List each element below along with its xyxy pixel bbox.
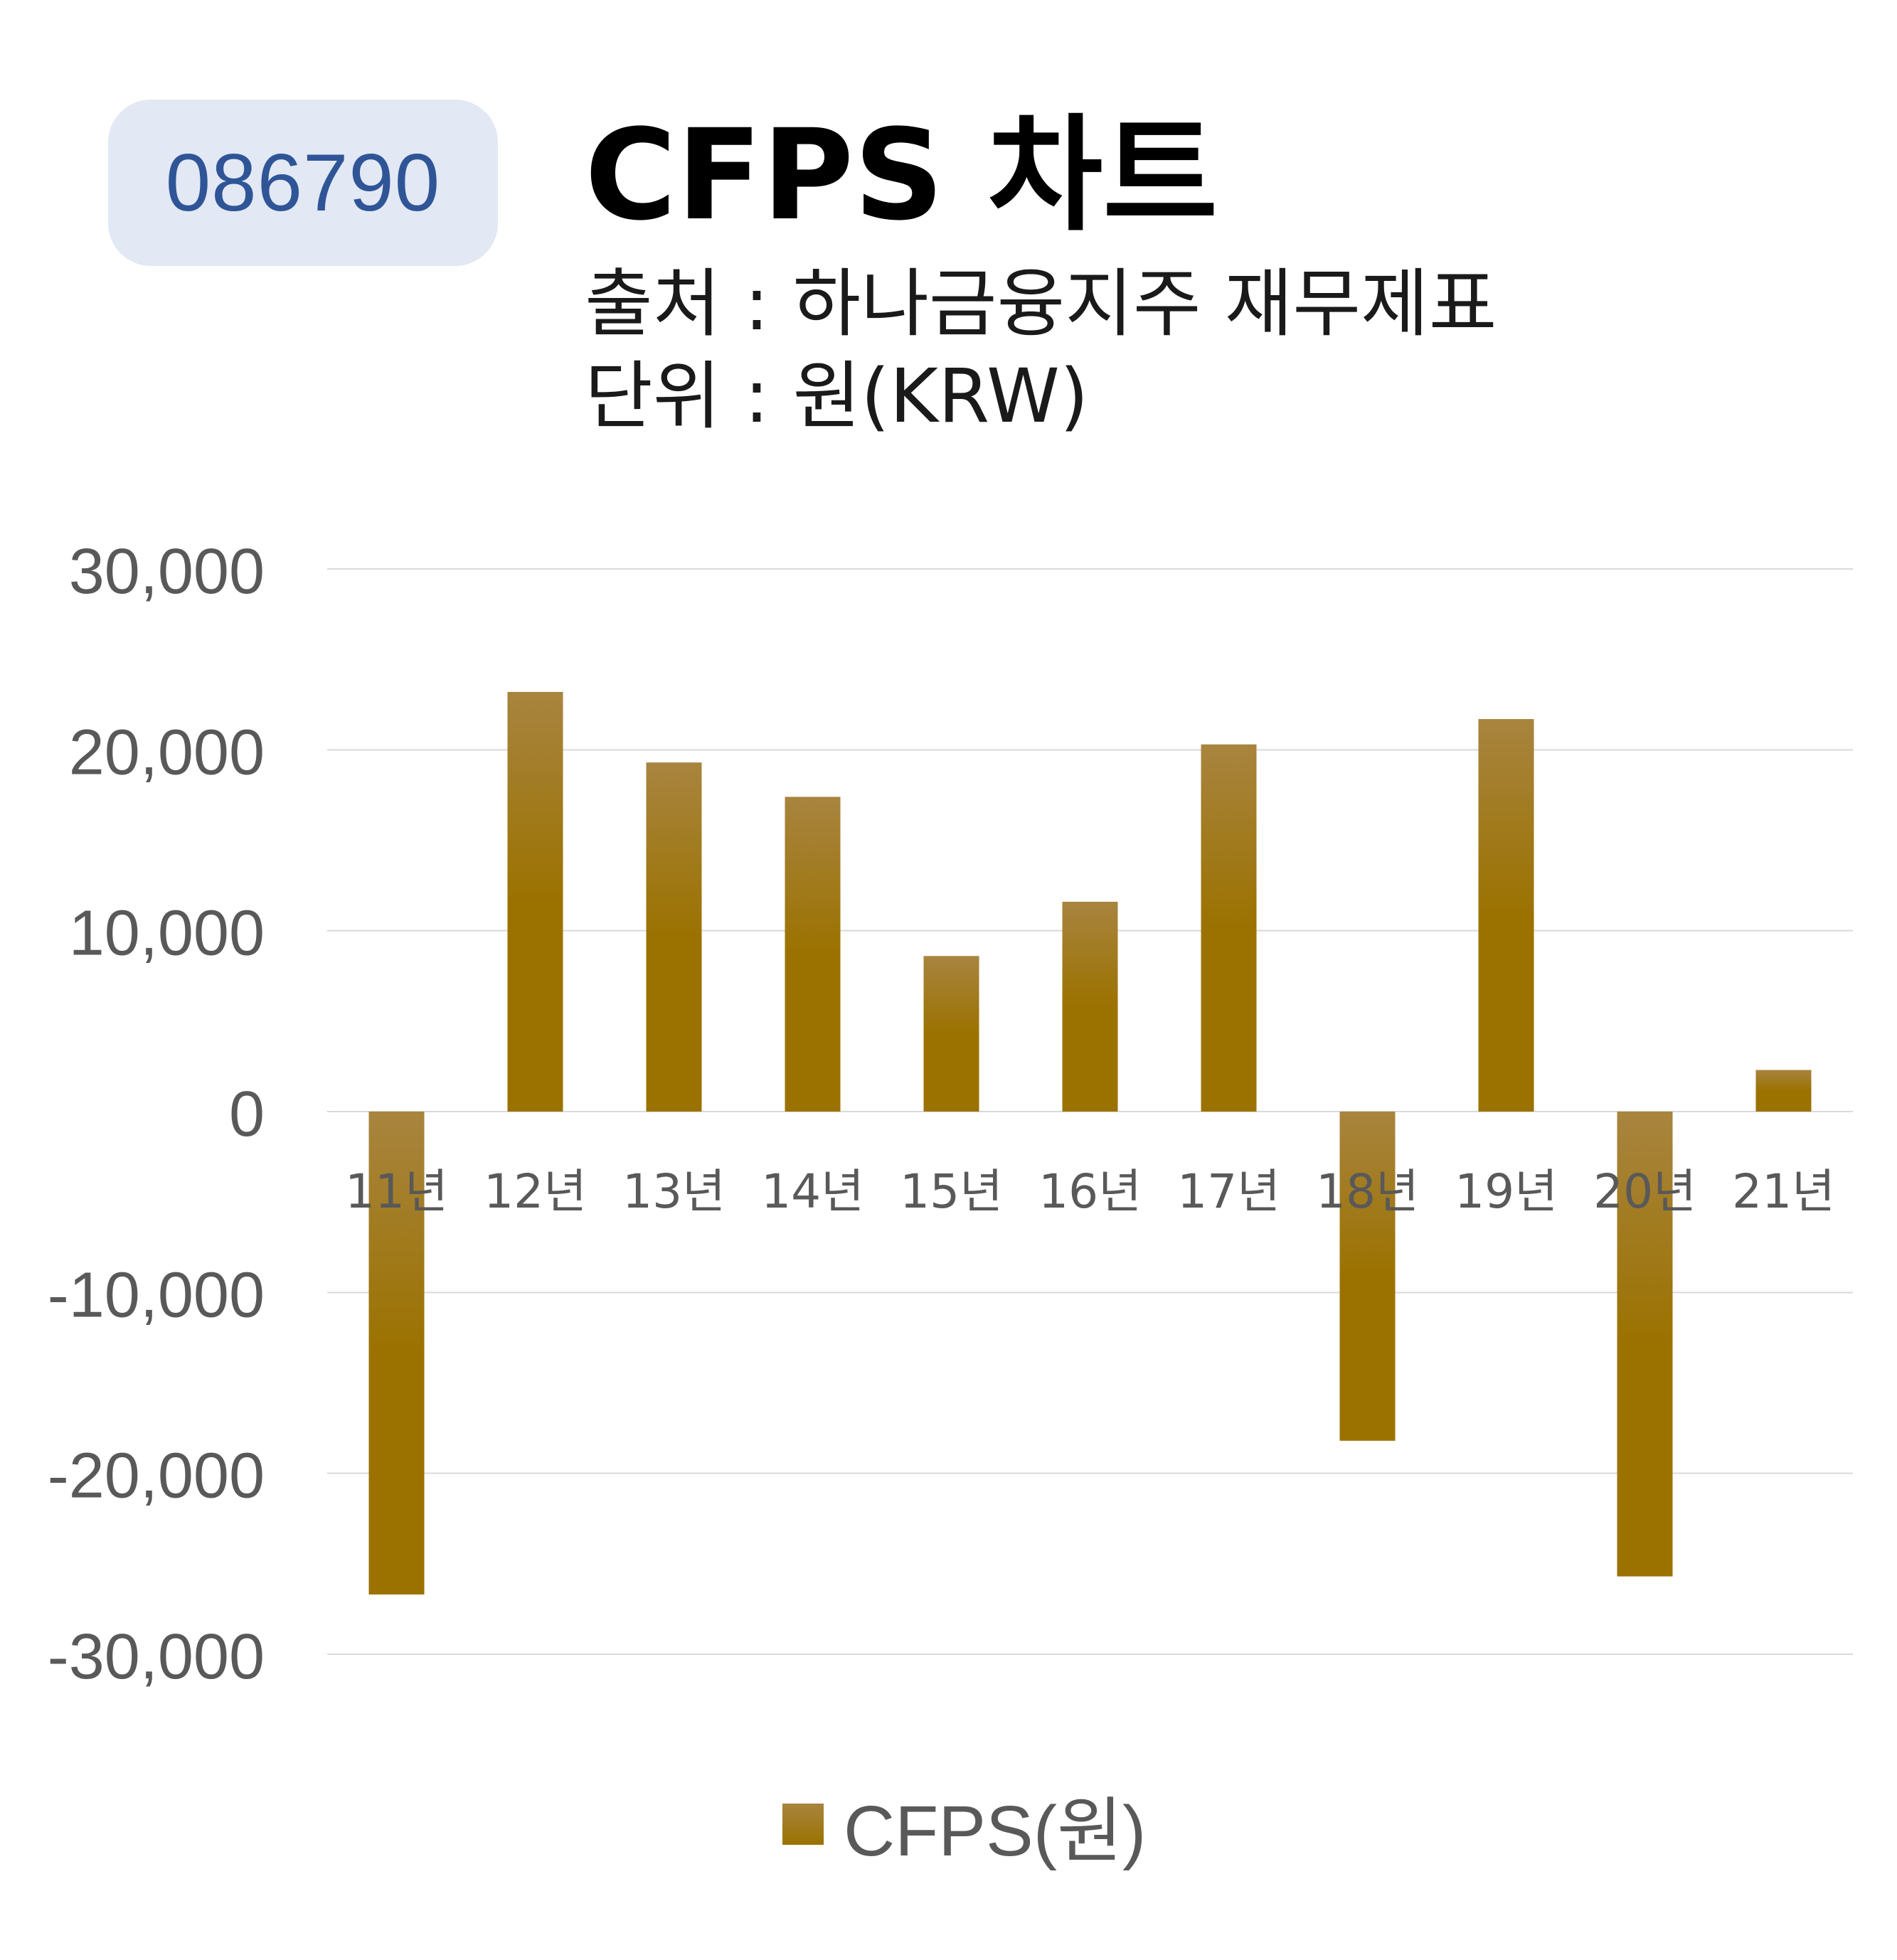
stock-code: 086790 (165, 137, 441, 228)
stock-code-badge: 086790 (108, 100, 498, 266)
x-tick-label: 18년 (1316, 1164, 1419, 1219)
bar-21년 (1755, 1070, 1812, 1112)
bar-17년 (1201, 744, 1257, 1112)
chart-title: CFPS 차트 (585, 102, 1218, 248)
y-tick-label: 0 (229, 1079, 265, 1150)
y-tick-label: -10,000 (48, 1259, 265, 1331)
x-tick-label: 12년 (484, 1164, 587, 1219)
bar-11년 (368, 1112, 425, 1595)
y-tick-label: 30,000 (69, 536, 265, 607)
x-tick-label: 21년 (1732, 1164, 1835, 1219)
bar-13년 (646, 762, 702, 1112)
bar-18년 (1339, 1112, 1396, 1441)
x-tick-label: 14년 (761, 1164, 864, 1219)
x-tick-label: 13년 (622, 1164, 726, 1219)
bar-19년 (1478, 719, 1534, 1112)
bars (368, 691, 1812, 1595)
x-tick-label: 16년 (1038, 1164, 1142, 1219)
y-tick-label: -30,000 (48, 1621, 265, 1693)
source-note: 출처 : 하나금융지주 재무제표 (585, 260, 1497, 347)
x-tick-label: 11년 (345, 1164, 448, 1219)
y-axis-labels: 30,000 20,000 10,000 0 -10,000 -20,000 -30,000 (48, 536, 265, 1693)
x-tick-label: 17년 (1177, 1164, 1280, 1219)
bar-12년 (507, 691, 563, 1112)
bar-14년 (785, 797, 841, 1112)
bar-15년 (923, 956, 979, 1112)
bar-20년 (1617, 1112, 1673, 1577)
x-axis-labels: 11년 12년 13년 14년 15년 16년 17년 18년 19년 20년 21년 (345, 1164, 1835, 1219)
y-tick-label: -20,000 (48, 1441, 265, 1512)
legend-label: CFPS(원) (844, 1791, 1147, 1871)
bar-16년 (1062, 901, 1118, 1112)
legend-swatch (782, 1804, 824, 1845)
x-tick-label: 19년 (1455, 1164, 1558, 1219)
legend: CFPS(원) (782, 1785, 1146, 1871)
unit-note: 단위 : 원(KRW) (585, 353, 1089, 440)
y-tick-label: 10,000 (69, 898, 265, 969)
x-tick-label: 20년 (1593, 1164, 1696, 1219)
y-tick-label: 20,000 (69, 717, 265, 788)
x-tick-label: 15년 (900, 1164, 1003, 1219)
